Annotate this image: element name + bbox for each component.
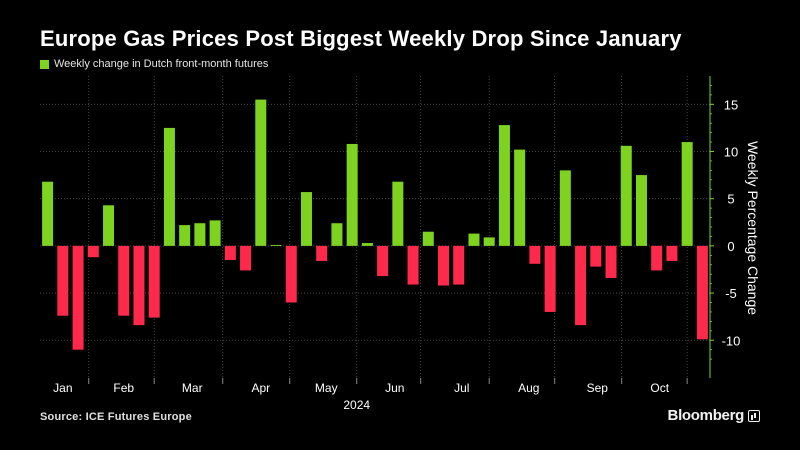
bar xyxy=(42,181,54,246)
bloomberg-logo: Bloomberg xyxy=(668,407,760,424)
bar xyxy=(361,243,373,246)
axes: 15 10 5 0 -5 -10 Weekly Percentage Change Jan Fe… xyxy=(53,76,761,412)
bar xyxy=(377,245,389,277)
bar xyxy=(483,237,495,246)
bar xyxy=(514,149,526,246)
y-tick-label: -10 xyxy=(722,333,741,348)
bar xyxy=(103,205,115,246)
bar xyxy=(696,245,708,340)
bar xyxy=(666,245,678,261)
legend-swatch xyxy=(40,59,49,69)
bar xyxy=(392,181,404,246)
grid xyxy=(40,76,710,378)
x-tick-label-oct: Oct xyxy=(650,381,669,395)
bar xyxy=(57,245,69,316)
bar xyxy=(179,225,191,246)
bar xyxy=(422,231,434,246)
y-axis-title: Weekly Percentage Change xyxy=(745,141,761,315)
y-tick-label: 10 xyxy=(724,145,738,160)
bar xyxy=(620,145,632,246)
bar xyxy=(651,245,663,271)
legend-label: Weekly change in Dutch front-month futur… xyxy=(54,58,269,70)
source-note: Source: ICE Futures Europe xyxy=(40,411,192,423)
bar xyxy=(529,245,541,264)
x-tick-label-aug: Aug xyxy=(518,381,539,395)
chart-badge-icon xyxy=(748,409,760,422)
bar xyxy=(72,245,84,350)
bar xyxy=(118,245,130,316)
bar xyxy=(133,245,145,326)
x-tick-label-jul: Jul xyxy=(454,381,469,395)
bar xyxy=(590,245,602,267)
bar xyxy=(87,245,99,258)
y-tick-label: -5 xyxy=(725,286,737,301)
x-axis-year-label: 2024 xyxy=(343,398,370,412)
bar xyxy=(285,245,297,303)
bar xyxy=(194,223,206,246)
bar xyxy=(605,245,617,278)
bars xyxy=(42,99,708,350)
bar xyxy=(438,245,450,286)
bar xyxy=(163,127,175,246)
bar xyxy=(468,233,480,246)
x-tick-label-feb: Feb xyxy=(113,381,134,395)
bar xyxy=(224,245,236,261)
bar xyxy=(453,245,465,285)
bar xyxy=(316,245,328,261)
x-tick-label-jan: Jan xyxy=(53,381,72,395)
y-tick-label: 5 xyxy=(727,192,734,207)
x-tick-label-may: May xyxy=(315,381,338,395)
legend: Weekly change in Dutch front-month futur… xyxy=(40,58,268,70)
bar xyxy=(148,245,160,318)
bar xyxy=(498,125,510,246)
x-tick-label-apr: Apr xyxy=(251,381,270,395)
bar xyxy=(209,220,221,246)
bar xyxy=(544,245,556,312)
bar xyxy=(300,192,312,246)
bar xyxy=(559,170,571,246)
bar xyxy=(331,223,343,246)
bar xyxy=(270,244,282,246)
bar xyxy=(575,245,587,326)
bar xyxy=(635,175,647,246)
x-tick-label-sep: Sep xyxy=(587,381,609,395)
x-tick-label-jun: Jun xyxy=(385,381,404,395)
bar xyxy=(407,245,419,285)
bar xyxy=(255,99,267,246)
bar xyxy=(346,143,358,246)
bar xyxy=(681,142,693,246)
chart-title: Europe Gas Prices Post Biggest Weekly Dr… xyxy=(40,26,682,51)
y-tick-label: 15 xyxy=(724,97,738,112)
brand-name: Bloomberg xyxy=(667,407,745,424)
y-tick-label: 0 xyxy=(727,239,734,254)
bar xyxy=(240,245,252,271)
x-tick-label-mar: Mar xyxy=(182,381,203,395)
